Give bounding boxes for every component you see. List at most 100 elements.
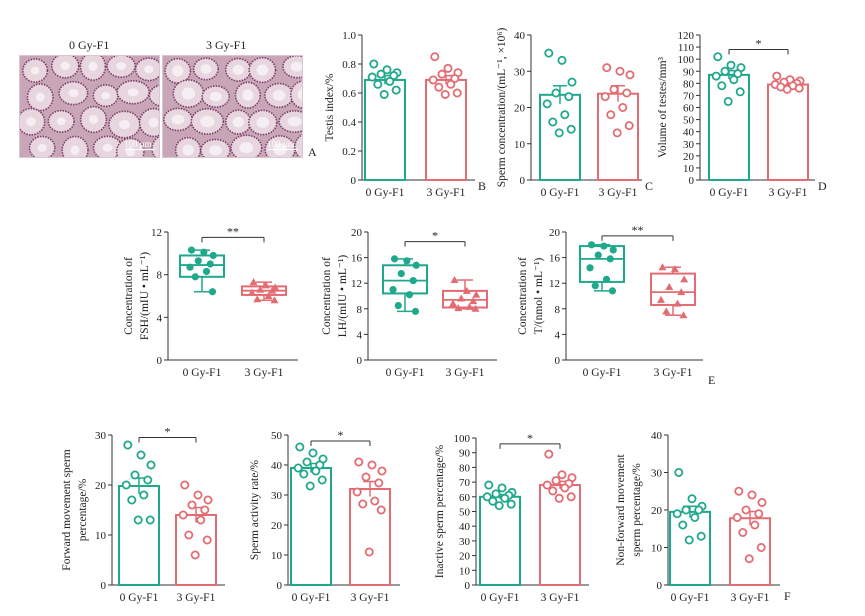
y-axis-label-c: Sperm concentration/(mL⁻¹, ×10⁶) [496,28,508,188]
data-point-e3 [679,311,688,319]
tubule-lumen [30,66,40,75]
tubule-lumen [200,115,215,128]
data-point-d [733,69,743,79]
data-point-c [612,128,622,138]
data-point-f4 [744,554,754,564]
data-point-f3 [500,493,510,503]
y-tick-label-f3: 10 [459,565,471,577]
data-point-e3 [662,307,671,315]
y-axis-label-f3: Inactive sperm percentage/% [434,444,446,578]
data-point-e3 [594,251,602,259]
y-tick-label-f3: 40 [459,521,471,533]
tubule-lumen [242,89,254,101]
data-point-e3 [670,265,679,273]
data-point-f2 [354,457,364,467]
data-point-f2 [295,442,305,452]
y-tick-label-f4: 10 [651,543,663,555]
data-point-e3 [591,282,599,290]
y-tick-label-e1: 8 [157,270,163,282]
data-point-f3 [542,480,552,490]
data-point-e3 [673,299,682,307]
data-point-e1 [186,263,194,271]
data-point-e3 [600,242,608,250]
significance-label-e3: ** [632,223,644,237]
tubule-lumen [60,61,70,71]
scale-bar-label-3gy: 100 μm [267,139,295,149]
data-point-f3 [566,492,576,502]
data-point-c [567,77,577,87]
y-tick-label-f2: 20 [271,520,283,532]
data-point-b [452,88,462,98]
data-point-e3 [606,255,614,263]
data-point-e2 [450,276,459,283]
bar-f4 [669,510,711,586]
significance-label-d: * [756,37,762,51]
y-tick-label-f1: 10 [95,530,107,542]
data-point-f2 [374,478,384,488]
data-point-f1 [200,505,210,515]
significance-label-e1: ** [227,224,239,238]
y-tick-label-f3: 70 [459,477,471,489]
data-point-f3 [506,499,516,509]
y-tick-label-f3: 30 [459,536,471,548]
y-tick-label-c: 20 [514,103,526,115]
tubule-lumen [256,117,270,128]
data-point-f4 [674,467,684,477]
y-tick-label-d: 0 [689,175,695,187]
tubule-lumen [88,61,98,72]
data-point-f1 [130,470,140,480]
histology-texture-0gy [20,56,159,157]
data-point-f3 [497,483,507,493]
x-tick-label-e1: 0 Gy-F1 [183,367,222,379]
data-point-e3 [586,264,594,272]
data-point-e2 [457,294,466,302]
data-point-f1 [178,510,188,520]
data-point-f3 [544,449,554,459]
y-axis-label-f2: Sperm activity rate/% [249,459,261,560]
x-tick-label-f4: 3 Gy-F1 [731,592,770,604]
data-point-c [551,88,561,98]
data-point-e2 [412,261,420,269]
data-point-d [713,52,723,62]
tubule-lumen [116,62,127,70]
panel-label-c: C [645,179,653,193]
data-point-c [560,110,570,120]
tubule-lumen [200,64,212,74]
y-tick-label-e2: 12 [351,278,362,290]
y-tick-label-e2: 4 [357,329,363,341]
box-e3 [650,272,696,306]
x-tick-label-e3: 3 Gy-F1 [654,367,693,379]
data-point-f4 [696,531,706,541]
y-tick-label-f2: 30 [271,490,283,502]
data-point-f2 [358,499,368,509]
data-point-e2 [397,270,405,278]
data-point-e2 [403,257,411,265]
y-tick-label-e2: 20 [351,227,363,239]
data-point-f4 [678,520,688,530]
tubule-lumen [148,117,159,128]
data-point-e3 [609,246,617,254]
data-point-e2 [409,277,417,285]
data-point-d [720,66,730,76]
data-point-e1 [264,292,273,299]
data-point-f1 [187,500,197,510]
data-point-b [428,75,438,85]
data-point-e2 [390,255,399,263]
data-point-f2 [305,481,315,491]
data-point-e3 [587,241,596,249]
data-point-e1 [206,260,214,268]
data-point-f2 [293,463,303,473]
data-point-e1 [248,288,257,296]
data-point-e1 [209,251,217,260]
significance-label-f1: * [165,425,171,439]
data-point-b [367,72,377,82]
y-tick-label-d: 90 [683,66,695,78]
data-point-e3 [608,287,617,295]
data-point-f2 [352,487,362,497]
data-point-d [726,60,736,70]
x-tick-label-f4: 0 Gy-F1 [671,592,710,604]
y-tick-label-f3: 80 [459,462,471,474]
y-tick-label-d: 50 [683,115,695,127]
significance-label-f2: * [338,428,344,442]
y-tick-label-f4: 30 [651,468,663,480]
